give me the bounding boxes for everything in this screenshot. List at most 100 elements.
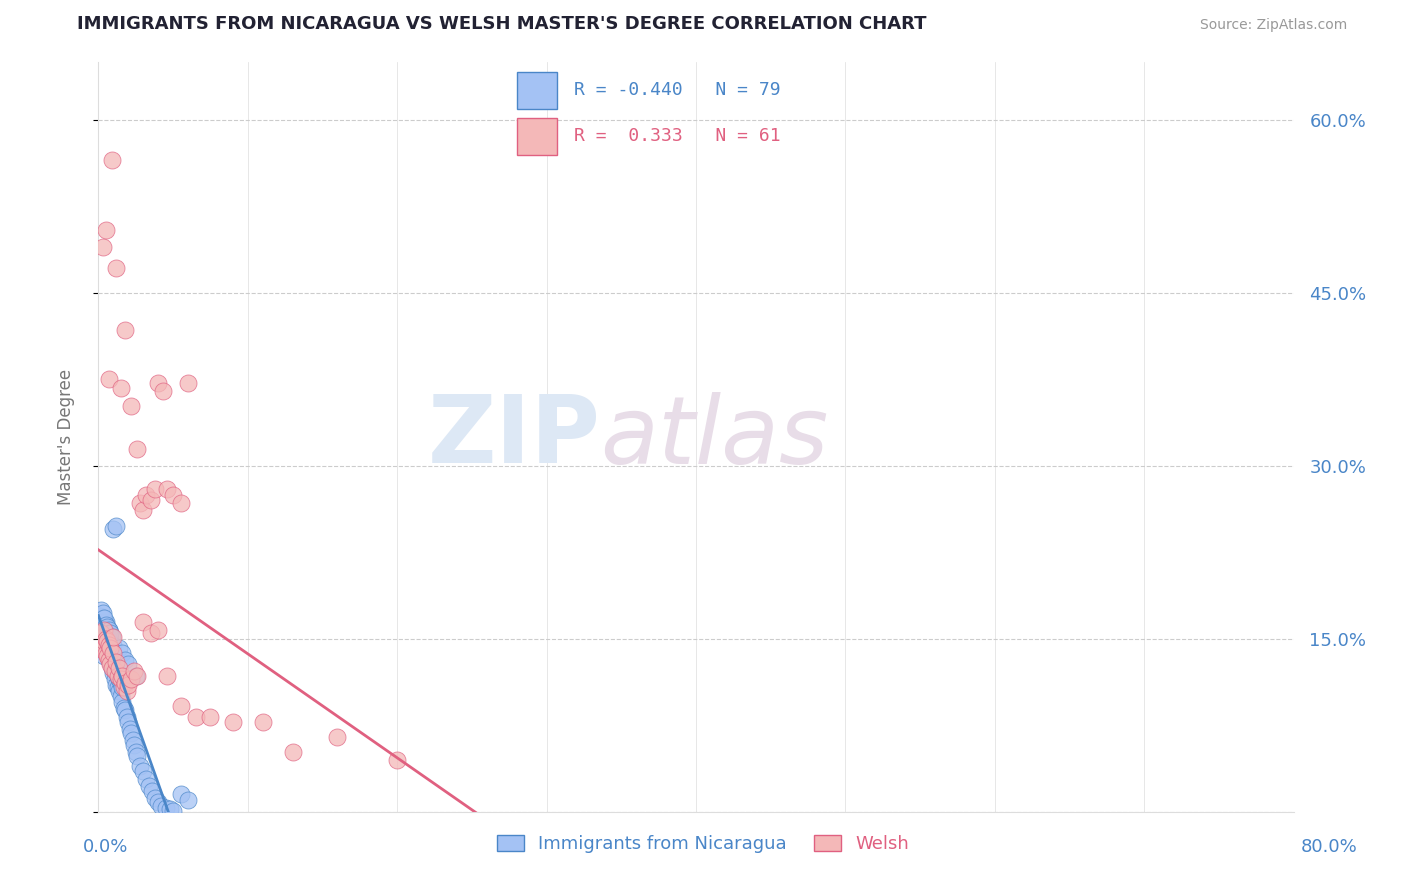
Point [139,493,162,508]
Point [169,496,191,510]
Point [97,649,120,664]
Point [89,638,111,652]
Point [103,652,125,666]
Point [120,672,142,686]
Point [117,657,139,672]
Point [96,626,118,640]
Point [117,714,139,729]
Point [107,669,129,683]
Point [89,626,111,640]
Point [124,738,146,752]
Point [101,660,124,674]
Point [117,678,139,692]
Point [177,793,200,807]
Point [94,615,117,629]
Point [155,801,177,815]
Point [104,664,127,678]
Point [101,646,124,660]
Point [127,749,149,764]
Point [111,646,134,660]
Point [91,611,114,625]
Point [159,802,181,816]
Point [107,669,129,683]
Point [112,701,135,715]
Point [108,683,131,698]
Point [96,634,118,648]
Point [141,784,163,798]
Y-axis label: Master's Degree: Master's Degree [56,369,75,505]
Point [111,695,134,709]
Point [132,502,155,516]
Point [108,660,131,674]
Point [90,603,112,617]
Point [200,710,222,724]
Point [91,643,114,657]
Point [143,482,166,496]
Point [114,675,136,690]
Point [105,260,128,275]
Point [105,678,128,692]
Point [97,623,120,637]
Point [124,664,146,678]
Point [326,730,349,744]
Text: Source: ZipAtlas.com: Source: ZipAtlas.com [1199,18,1347,31]
Point [94,643,117,657]
Point [110,675,132,690]
Point [138,780,160,794]
Point [125,745,148,759]
Point [110,380,132,394]
Point [97,652,120,666]
Text: ZIP: ZIP [427,391,600,483]
Point [139,626,162,640]
Text: atlas: atlas [600,392,828,483]
Point [103,646,125,660]
Point [101,660,124,674]
Point [97,638,120,652]
Point [98,626,122,640]
Point [222,714,245,729]
Point [112,680,135,694]
Point [108,672,131,686]
Point [98,640,122,655]
Point [94,222,117,236]
Point [93,626,115,640]
Point [143,790,166,805]
Point [93,634,115,648]
Point [156,669,179,683]
Point [135,772,157,787]
Point [135,488,157,502]
Point [148,376,170,390]
Point [103,638,125,652]
Text: R = -0.440   N = 79: R = -0.440 N = 79 [574,81,780,99]
Point [110,672,132,686]
Text: 0.0%: 0.0% [83,838,128,855]
Point [103,666,125,681]
Point [103,522,125,536]
Point [150,799,173,814]
Point [97,623,120,637]
Point [156,482,179,496]
Point [281,745,304,759]
Point [177,376,200,390]
Point [110,690,132,704]
Point [93,638,115,652]
Point [91,615,114,629]
Point [90,626,112,640]
Legend: Immigrants from Nicaragua, Welsh: Immigrants from Nicaragua, Welsh [489,828,917,861]
Point [111,669,134,683]
Text: R =  0.333   N = 61: R = 0.333 N = 61 [574,128,780,145]
Bar [517,71,557,109]
Point [148,623,170,637]
Point [90,620,112,634]
Point [94,646,117,660]
Point [115,710,138,724]
Point [107,680,129,694]
Point [184,710,207,724]
Point [96,643,118,657]
Point [94,632,117,646]
Point [132,615,155,629]
Point [101,153,124,168]
Point [91,632,114,646]
Point [104,657,127,672]
Point [114,703,136,717]
